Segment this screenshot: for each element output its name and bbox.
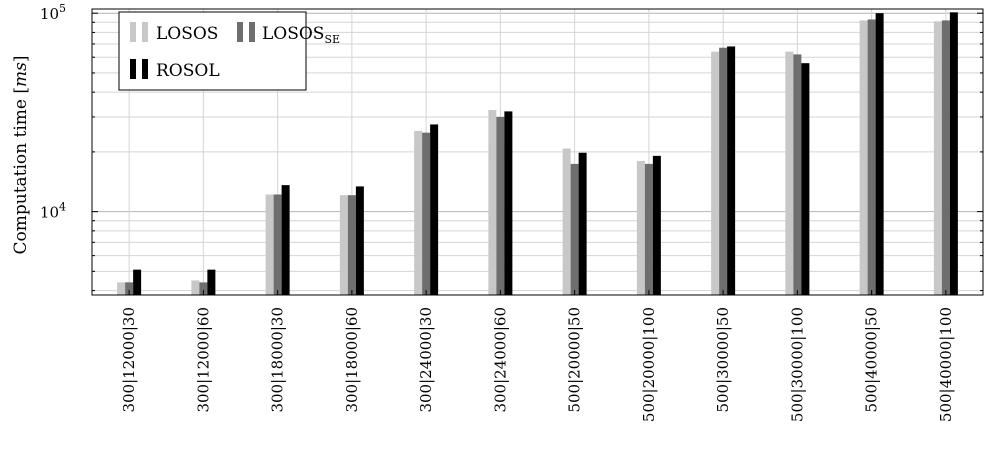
y-ticks: 104 105 — [40, 2, 983, 292]
bar-losos-4 — [414, 130, 423, 295]
legend-item-losos-se: LOSOSSE — [237, 22, 340, 46]
legend-swatch-losos-a — [130, 22, 136, 42]
bar-rosol-1 — [207, 269, 216, 295]
x-tick-label: 500|20000|50 — [566, 307, 584, 413]
legend-label-rosol: ROSOL — [156, 61, 220, 81]
x-tick-label: 500|40000|100 — [937, 307, 955, 422]
legend-box — [118, 11, 307, 91]
bar-losos-se-9 — [793, 54, 802, 295]
legend-swatch-losos-se-a — [237, 22, 243, 42]
bar-rosol-8 — [727, 46, 736, 296]
x-ticks: 300|12000|30 300|12000|60 300|18000|30 300|… — [120, 290, 955, 422]
bar-losos-se-10 — [867, 19, 876, 296]
bar-losos-1 — [191, 280, 200, 295]
legend-swatch-losos-se-b — [249, 22, 255, 42]
y-tick-label: 104 — [40, 201, 66, 222]
bar-rosol-11 — [949, 12, 958, 295]
bar-losos-se-1 — [199, 282, 208, 295]
legend: LOSOS LOSOSSE ROSOL — [118, 11, 340, 91]
legend-item-losos: LOSOS — [130, 22, 218, 44]
x-tick-label: 500|40000|50 — [863, 307, 881, 413]
bar-rosol-9 — [801, 63, 810, 295]
x-tick-label: 500|20000|100 — [640, 307, 658, 422]
x-tick-label: 300|24000|60 — [491, 307, 509, 413]
x-tick-label: 300|18000|60 — [343, 307, 361, 413]
legend-swatch-losos-b — [142, 22, 148, 42]
legend-label-losos-se-sub: SE — [324, 33, 340, 46]
x-tick-label: 300|12000|60 — [194, 307, 212, 413]
bar-rosol-0 — [133, 269, 142, 295]
x-tick-label: 300|18000|30 — [269, 307, 287, 413]
bar-losos-9 — [785, 51, 794, 296]
legend-swatch-rosol-a — [130, 59, 136, 79]
bar-rosol-4 — [430, 124, 439, 295]
bar-losos-10 — [859, 20, 868, 295]
bar-losos-11 — [933, 21, 942, 295]
bar-rosol-6 — [578, 152, 587, 295]
bar-losos-se-3 — [347, 195, 356, 295]
legend-label-losos: LOSOS — [156, 24, 218, 44]
bar-rosol-7 — [652, 155, 661, 295]
x-tick-label: 300|24000|30 — [417, 307, 435, 413]
bars — [117, 12, 958, 296]
bar-rosol-3 — [355, 186, 364, 295]
legend-label-losos-se: LOSOSSE — [262, 24, 340, 46]
y-axis-label-unit: ms — [11, 62, 31, 87]
bar-losos-8 — [711, 51, 720, 296]
bar-losos-5 — [488, 110, 497, 295]
legend-swatch-rosol-b — [142, 59, 148, 79]
bar-losos-3 — [339, 195, 348, 295]
legend-item-rosol: ROSOL — [130, 59, 220, 81]
bar-rosol-10 — [875, 13, 884, 296]
bar-losos-se-8 — [719, 47, 728, 296]
x-tick-label: 300|12000|30 — [120, 307, 138, 413]
bar-rosol-2 — [281, 185, 290, 295]
bar-losos-se-2 — [273, 194, 282, 295]
bar-losos-se-11 — [941, 20, 950, 295]
x-tick-label: 500|30000|50 — [714, 307, 732, 413]
bar-losos-se-7 — [644, 163, 653, 295]
bar-losos-se-0 — [125, 282, 134, 295]
bar-losos-7 — [636, 160, 645, 295]
y-axis-label: Computation time [ms] — [11, 55, 31, 254]
bar-losos-se-4 — [422, 132, 431, 295]
y-axis-label-text: Computation time — [11, 99, 31, 254]
bar-losos-6 — [562, 148, 571, 295]
y-tick-label: 105 — [40, 2, 66, 23]
bar-rosol-5 — [504, 111, 513, 295]
bar-losos-2 — [265, 194, 274, 295]
bar-losos-se-5 — [496, 116, 505, 295]
bar-losos-se-6 — [570, 163, 579, 295]
x-tick-label: 500|30000|100 — [788, 307, 806, 422]
bar-losos-0 — [117, 282, 126, 295]
